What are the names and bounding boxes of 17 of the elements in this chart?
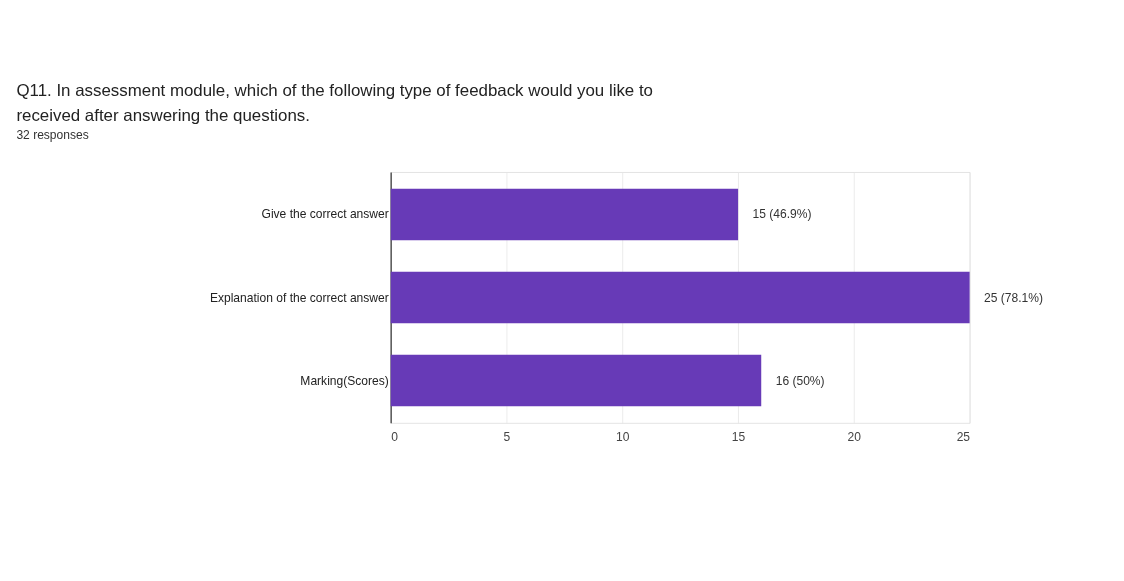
- data-label: 25 (78.1%): [984, 290, 1044, 305]
- y-tick-label: Marking(Scores): [300, 373, 389, 388]
- x-tick-label: 0: [391, 430, 399, 445]
- bar: [390, 271, 970, 324]
- data-label: 15 (46.9%): [752, 207, 812, 222]
- x-tick-label: 25: [956, 430, 971, 445]
- x-tick-label: 15: [731, 430, 746, 445]
- text: 32 responses: [16, 128, 89, 143]
- x-tick-label: 10: [616, 430, 630, 445]
- bar: [390, 354, 762, 407]
- y-tick-label: Explanation of the correct answer: [209, 290, 389, 305]
- chart-title: Q11. In assessment module, which of the following type of feedback would you like to received after answering the questions.: [16, 80, 653, 126]
- data-label: 16 (50%): [775, 373, 825, 388]
- y-tick-label: Give the correct answer: [261, 207, 389, 222]
- bar: [390, 188, 739, 241]
- x-tick-label: 5: [503, 430, 511, 445]
- x-tick-label: 20: [847, 430, 862, 445]
